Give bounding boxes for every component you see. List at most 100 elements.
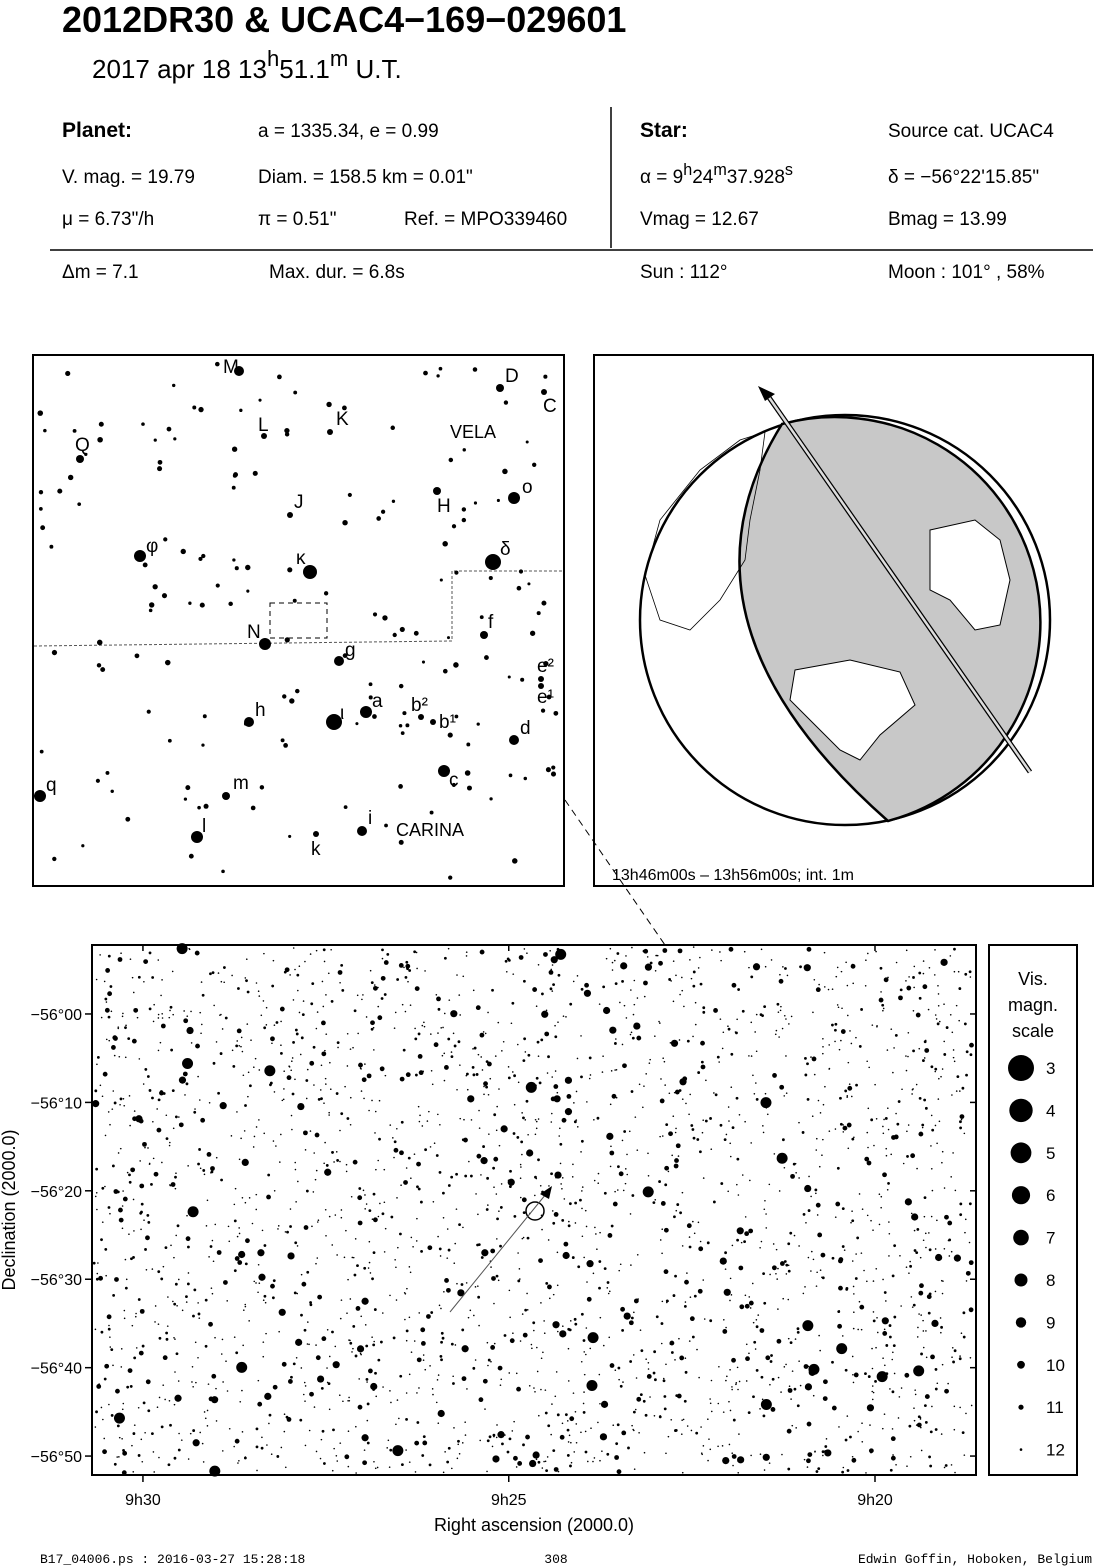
star-dot (736, 1183, 738, 1186)
star-dot (122, 1190, 124, 1192)
star-label: φ (146, 536, 158, 557)
star-dot (436, 1379, 439, 1381)
star-dot (361, 1077, 367, 1083)
star-dot (895, 961, 898, 964)
star-dot (567, 1224, 571, 1228)
star-dot (108, 1324, 110, 1327)
star-dot (418, 1070, 424, 1076)
star-dot (223, 1280, 228, 1285)
star-dot (920, 1314, 922, 1316)
star-dot (575, 1441, 578, 1444)
star-dot (326, 1367, 328, 1369)
star-dot (731, 1452, 734, 1454)
star-dot (692, 970, 696, 974)
text-part: 2017 apr 18 13 (92, 54, 267, 84)
star-dot (167, 738, 172, 743)
star-dot (701, 1453, 703, 1456)
star-dot (629, 1360, 633, 1363)
star-dot (113, 1189, 119, 1194)
star-dot (609, 947, 612, 950)
star-dot (534, 1175, 537, 1179)
star-dot (841, 1335, 844, 1337)
star-dot (686, 1223, 692, 1229)
star-dot (129, 958, 132, 960)
star-dot (890, 1455, 896, 1461)
star-dot (265, 1006, 268, 1009)
star-dot (802, 1292, 805, 1295)
star-dot (606, 1287, 609, 1289)
star-dot (464, 1421, 466, 1423)
star-dot (187, 1165, 189, 1167)
star-dot (188, 853, 194, 859)
star-dot (663, 1060, 666, 1063)
star-dot (929, 1430, 933, 1434)
star-dot (469, 1174, 473, 1178)
star-dot (325, 1033, 328, 1035)
star-dot (885, 1147, 888, 1150)
star-dot (905, 980, 907, 982)
star-dot (200, 1032, 202, 1035)
star-dot (817, 1099, 820, 1102)
star-dot (638, 1083, 641, 1086)
star-dot (549, 950, 551, 952)
star-dot (264, 1392, 272, 1400)
star-dot (436, 996, 441, 1002)
star-dot (141, 422, 145, 426)
star-dot (568, 1220, 570, 1223)
star-dot (220, 980, 223, 983)
star-dot (140, 1202, 144, 1206)
star-dot (778, 978, 784, 984)
star-dot (144, 1248, 147, 1251)
star-dot (855, 1036, 857, 1039)
star-dot (599, 1231, 601, 1234)
bright-star (480, 631, 488, 639)
star-dot (790, 1015, 793, 1018)
star-dot (951, 1031, 954, 1034)
star-dot (154, 1305, 157, 1307)
star-dot (856, 1236, 860, 1240)
star-dot (296, 973, 300, 977)
star-dot (522, 1236, 525, 1239)
star-dot (934, 1067, 938, 1071)
star-dot (174, 1394, 182, 1402)
star-dot (802, 1212, 806, 1216)
star-dot (352, 1347, 354, 1350)
star-dot (969, 976, 972, 978)
star-dot (94, 1426, 97, 1428)
star-dot (714, 1093, 718, 1097)
star-dot (615, 1442, 619, 1446)
bright-star (360, 706, 372, 718)
star-dot (569, 1416, 575, 1422)
star-dot (963, 1132, 966, 1135)
text-part: U.T. (348, 54, 401, 84)
star-dot (280, 1446, 283, 1449)
star-dot (943, 1187, 946, 1189)
star-dot (275, 1145, 277, 1147)
star-dot (539, 1184, 542, 1187)
star-dot (426, 1120, 429, 1122)
star-dot (748, 966, 750, 969)
star-dot (708, 1438, 710, 1440)
star-dot (336, 1041, 340, 1044)
star-dot (498, 1210, 500, 1212)
star-dot (334, 1345, 337, 1348)
star-dot (838, 1426, 840, 1428)
star-dot (551, 1210, 554, 1212)
star-dot (261, 1229, 264, 1232)
star-dot (311, 1225, 313, 1228)
star-dot (831, 988, 834, 990)
star-dot (127, 1037, 131, 1040)
star-dot (273, 1024, 276, 1026)
star-dot (643, 948, 649, 954)
star-dot (913, 986, 915, 989)
star-dot (612, 1424, 615, 1427)
star-dot (593, 1457, 596, 1459)
star-dot (137, 1406, 140, 1409)
star-dot (717, 1402, 720, 1405)
star-dot (835, 975, 838, 978)
star-dot (250, 1039, 252, 1041)
star-dot (146, 1075, 150, 1078)
star-dot (518, 1268, 521, 1270)
star-dot (558, 1135, 561, 1137)
star-dot (522, 1332, 528, 1338)
